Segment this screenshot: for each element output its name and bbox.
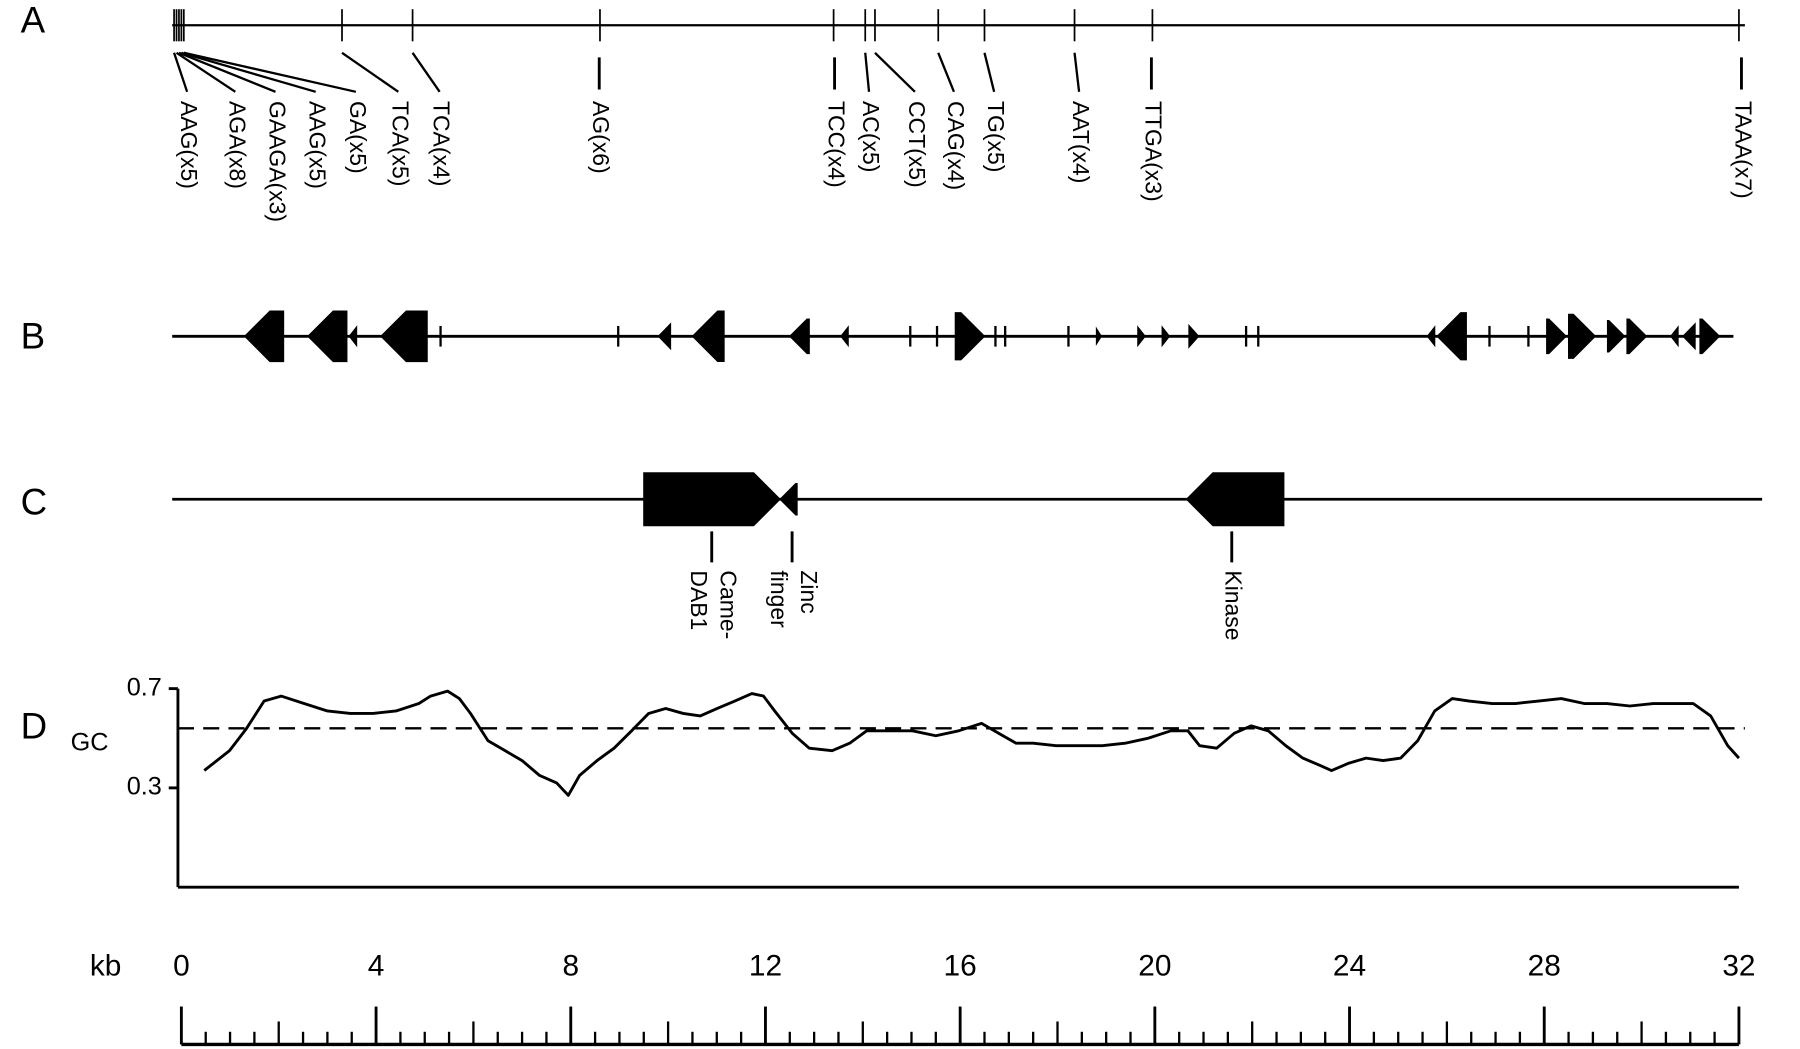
domain-label: DAB1 [686, 570, 712, 630]
gene-arrow [1426, 325, 1436, 348]
x-tick-label: 24 [1333, 949, 1366, 982]
panel-label: B [21, 315, 46, 356]
gene-arrow [840, 325, 849, 348]
domain-label: Kinase [1221, 570, 1247, 640]
repeat-label: TCC(x4) [824, 101, 850, 188]
x-tick-label: 28 [1528, 949, 1561, 982]
repeat-label: AAT(x4) [1068, 101, 1094, 183]
repeat-label: TTGA(x3) [1140, 101, 1166, 202]
leader-line [183, 51, 357, 93]
gene-arrow [1682, 322, 1696, 351]
domain-label: finger [766, 570, 792, 628]
repeat-label: CCT(x5) [904, 101, 930, 188]
x-tick-label: 12 [749, 949, 782, 982]
gene-arrow [1188, 323, 1200, 349]
gene-arrow [1436, 312, 1467, 361]
repeat-label: TG(x5) [983, 101, 1009, 172]
leader-line [937, 52, 956, 93]
repeat-label: TCA(x5) [387, 101, 413, 186]
x-tick-label: 8 [562, 949, 579, 982]
leader-line [864, 52, 871, 92]
domain-block [779, 483, 798, 516]
leader-line [175, 51, 236, 93]
leader-line [874, 51, 916, 93]
leader-line [178, 51, 276, 93]
domain-label: Came- [716, 570, 742, 639]
gene-arrow [954, 312, 986, 361]
x-tick-label: 20 [1138, 949, 1171, 982]
gene-arrow [1626, 318, 1648, 355]
gc-trace [203, 689, 1740, 797]
gene-arrow [243, 310, 285, 363]
leader-line [172, 52, 189, 93]
x-tick-label: 4 [368, 949, 385, 982]
leader-line [181, 51, 317, 93]
gene-arrow [1670, 325, 1679, 348]
gene-arrow [1567, 313, 1597, 359]
repeat-label: GAAGA(x3) [264, 101, 290, 222]
domain-block [643, 472, 781, 527]
gene-arrow [691, 310, 725, 363]
gene-arrow [1095, 326, 1102, 347]
leader-line [411, 52, 441, 93]
repeat-label: GA(x5) [345, 101, 371, 174]
repeat-label: AAG(x5) [176, 101, 202, 189]
panel-label: A [21, 0, 46, 41]
repeat-label: TCA(x4) [429, 101, 455, 186]
leader-line [1073, 52, 1081, 92]
gene-arrow [788, 318, 810, 355]
gene-arrow [1699, 318, 1721, 355]
domain-block [1185, 472, 1285, 527]
repeat-label: AG(x6) [588, 101, 614, 174]
leader-line [341, 51, 399, 93]
panel-label: C [21, 482, 48, 523]
gene-arrow [1161, 325, 1171, 348]
repeat-label: AGA(x8) [224, 101, 250, 189]
domain-label: Zinc [796, 570, 822, 613]
gene-arrow [307, 310, 348, 363]
repeat-label: AC(x5) [858, 101, 884, 172]
axis-label: GC [71, 728, 109, 756]
x-tick-label: 16 [944, 949, 977, 982]
gene-arrow [380, 310, 428, 363]
x-tick-label: 0 [173, 949, 190, 982]
gene-arrow [657, 322, 672, 351]
y-tick-label: 0.7 [127, 673, 162, 701]
y-tick-label: 0.3 [127, 773, 162, 801]
axis-label: kb [90, 949, 122, 982]
gene-arrow [1606, 320, 1626, 353]
leader-line [983, 52, 996, 93]
gene-arrow [1137, 325, 1146, 348]
x-tick-label: 32 [1722, 949, 1755, 982]
repeat-label: AAG(x5) [305, 101, 331, 189]
repeat-label: TAAA(x7) [1730, 101, 1756, 199]
repeat-label: CAG(x4) [943, 101, 969, 190]
gene-arrow [348, 325, 358, 348]
gene-arrow [1546, 318, 1567, 355]
panel-label: D [21, 705, 48, 746]
